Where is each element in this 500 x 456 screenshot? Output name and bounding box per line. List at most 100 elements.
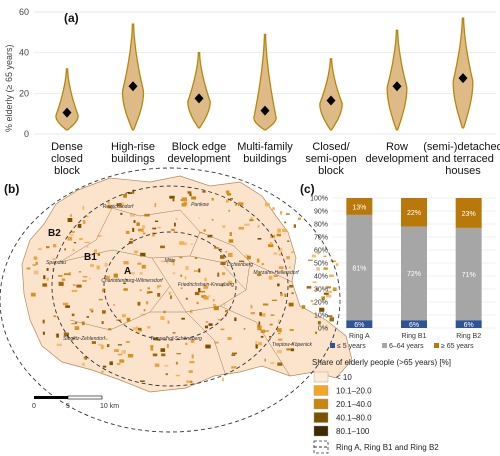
map-block — [181, 317, 185, 320]
berlin-map: B2 B1 A Reinickendorf Pankow Spandau Mitte L… — [0, 167, 353, 433]
map-block — [308, 259, 313, 261]
map-block — [121, 350, 126, 354]
map-block — [203, 296, 209, 300]
map-block — [293, 224, 296, 228]
map-block — [176, 353, 181, 355]
map-block — [125, 341, 130, 343]
map-block — [157, 226, 161, 229]
map-block — [137, 262, 142, 265]
map-block — [238, 202, 244, 206]
violin-shape — [121, 23, 145, 131]
violin-shape — [319, 58, 343, 131]
map-block — [273, 252, 278, 255]
map-block — [152, 353, 158, 357]
map-block — [82, 279, 87, 282]
map-block — [284, 221, 287, 224]
map-block — [211, 218, 214, 221]
map-block — [257, 224, 260, 228]
bar-ytick-label: 70% — [314, 235, 328, 242]
map-block — [279, 253, 282, 256]
map-block — [255, 340, 258, 345]
bar-legend-swatch — [434, 343, 439, 348]
map-block — [160, 245, 165, 249]
map-block — [150, 346, 154, 351]
violin-ytick-label: 0 — [24, 129, 29, 139]
map-block — [165, 373, 168, 376]
map-block — [204, 325, 208, 329]
map-block — [185, 342, 188, 345]
map-block — [73, 242, 77, 244]
map-block — [84, 241, 90, 243]
map-block — [262, 303, 269, 306]
map-block — [325, 294, 332, 298]
map-block — [250, 304, 253, 309]
map-block — [257, 342, 263, 346]
map-block — [220, 261, 226, 265]
map-block — [102, 365, 107, 368]
map-block — [203, 229, 206, 232]
map-block — [132, 189, 135, 194]
map-block — [154, 363, 160, 367]
ring-b2 — [0, 167, 341, 433]
map-block — [264, 358, 266, 362]
panel-label-a: (a) — [64, 11, 79, 25]
map-block — [256, 258, 260, 263]
map-block — [97, 253, 100, 256]
map-block — [234, 317, 237, 322]
map-block — [117, 344, 122, 346]
map-block — [234, 204, 238, 206]
violin-ylabel: % elderly (≥ 65 years) — [4, 45, 14, 132]
map-block — [280, 293, 283, 297]
map-block — [181, 197, 187, 202]
panel-label-c: (c) — [300, 182, 315, 196]
map-block — [82, 220, 86, 225]
map-block — [199, 232, 203, 234]
violin-mean-marker — [326, 95, 336, 106]
map-block — [213, 247, 219, 249]
map-block — [286, 348, 291, 351]
map-block — [221, 283, 224, 287]
map-block — [106, 344, 110, 348]
bar-segment — [346, 198, 373, 215]
map-block — [221, 377, 224, 382]
map-block — [129, 213, 136, 217]
map-block — [191, 196, 197, 200]
map-block — [89, 308, 94, 311]
map-legend-label: 20.1–40.0 — [336, 400, 372, 409]
map-block — [223, 303, 226, 306]
map-block — [76, 284, 82, 288]
bar-legend-swatch — [330, 343, 335, 348]
map-block — [56, 333, 59, 338]
map-block — [270, 314, 275, 316]
map-block — [107, 200, 110, 205]
map-block — [287, 240, 290, 242]
violin-panel: (a) % elderly (≥ 65 years) 0 20 40 60 Dense… — [4, 7, 500, 177]
map-block — [208, 295, 211, 297]
map-block — [33, 256, 38, 260]
map-legend: Share of elderly people (>65 years) [%] … — [312, 358, 451, 454]
district-label: Marzahn-Hellersdorf — [253, 270, 299, 276]
map-block — [291, 343, 294, 345]
map-block — [116, 203, 122, 206]
map-legend-swatch — [313, 412, 329, 423]
map-block — [284, 293, 287, 297]
map-block — [190, 339, 195, 343]
map-block — [43, 275, 46, 280]
map-block — [69, 234, 74, 236]
map-block — [298, 217, 301, 220]
violin-mean-marker — [194, 93, 204, 104]
map-block — [276, 233, 281, 237]
map-block — [317, 252, 320, 255]
map-block — [56, 343, 62, 346]
map-block — [72, 249, 75, 252]
map-block — [181, 202, 186, 207]
map-block — [160, 260, 166, 263]
bar-data-label: 81% — [352, 265, 366, 272]
map-block — [125, 231, 130, 234]
bar-segment — [346, 320, 373, 328]
map-legend-label: 40.1–80.0 — [336, 414, 372, 423]
map-block — [91, 341, 96, 344]
map-block — [62, 302, 69, 306]
map-block — [311, 303, 316, 305]
map-block — [141, 228, 145, 232]
